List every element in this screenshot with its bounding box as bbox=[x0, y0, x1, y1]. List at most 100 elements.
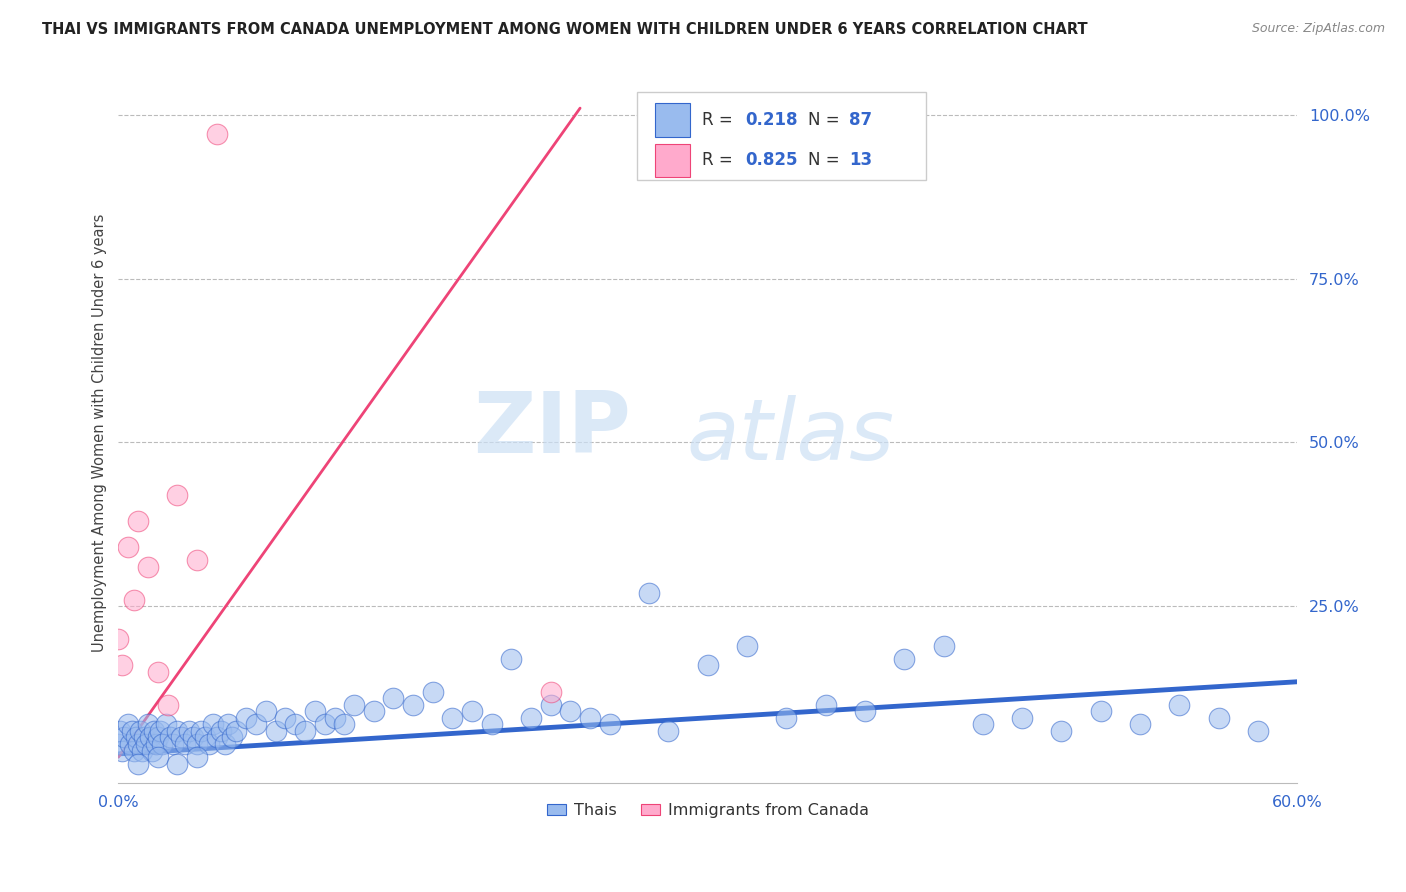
Point bbox=[735, 639, 758, 653]
Point bbox=[127, 756, 149, 771]
Text: 87: 87 bbox=[849, 112, 872, 129]
Point bbox=[125, 731, 148, 745]
Point bbox=[145, 737, 167, 751]
Point bbox=[146, 731, 169, 745]
Text: N =: N = bbox=[808, 112, 845, 129]
Point bbox=[932, 639, 955, 653]
Point bbox=[1208, 711, 1230, 725]
Point bbox=[853, 704, 876, 718]
Point bbox=[201, 717, 224, 731]
Point bbox=[111, 743, 134, 757]
Point bbox=[637, 586, 659, 600]
Point bbox=[120, 737, 142, 751]
Point bbox=[146, 750, 169, 764]
Point bbox=[254, 704, 277, 718]
Point bbox=[294, 723, 316, 738]
Point bbox=[162, 737, 184, 751]
Point bbox=[579, 711, 602, 725]
Point bbox=[481, 717, 503, 731]
Point bbox=[190, 723, 212, 738]
Point bbox=[333, 717, 356, 731]
Point bbox=[264, 723, 287, 738]
Point bbox=[166, 756, 188, 771]
Point bbox=[121, 723, 143, 738]
Text: atlas: atlas bbox=[686, 394, 894, 477]
Point bbox=[127, 737, 149, 751]
Point bbox=[135, 737, 157, 751]
Point bbox=[657, 723, 679, 738]
Point bbox=[363, 704, 385, 718]
Point bbox=[111, 658, 134, 673]
Point bbox=[225, 723, 247, 738]
Point bbox=[174, 737, 197, 751]
Point bbox=[179, 723, 201, 738]
Text: N =: N = bbox=[808, 152, 845, 169]
Point bbox=[893, 652, 915, 666]
Point bbox=[149, 723, 172, 738]
Point bbox=[107, 737, 129, 751]
Point bbox=[540, 698, 562, 712]
Point bbox=[696, 658, 718, 673]
Point bbox=[117, 717, 139, 731]
Point bbox=[221, 731, 243, 745]
Point bbox=[181, 731, 204, 745]
Point bbox=[170, 731, 193, 745]
Text: R =: R = bbox=[702, 112, 738, 129]
Point bbox=[284, 717, 307, 731]
Point bbox=[599, 717, 621, 731]
Point bbox=[1129, 717, 1152, 731]
Point bbox=[127, 514, 149, 528]
Point bbox=[132, 731, 155, 745]
Point bbox=[323, 711, 346, 725]
Point bbox=[441, 711, 464, 725]
Text: THAI VS IMMIGRANTS FROM CANADA UNEMPLOYMENT AMONG WOMEN WITH CHILDREN UNDER 6 YE: THAI VS IMMIGRANTS FROM CANADA UNEMPLOYM… bbox=[42, 22, 1088, 37]
Point bbox=[461, 704, 484, 718]
Point bbox=[235, 711, 257, 725]
Text: 0.218: 0.218 bbox=[745, 112, 799, 129]
Point bbox=[245, 717, 267, 731]
Text: Source: ZipAtlas.com: Source: ZipAtlas.com bbox=[1251, 22, 1385, 36]
Point bbox=[314, 717, 336, 731]
Legend: Thais, Immigrants from Canada: Thais, Immigrants from Canada bbox=[540, 797, 875, 824]
Point bbox=[142, 723, 165, 738]
Point bbox=[972, 717, 994, 731]
Point bbox=[540, 684, 562, 698]
Point bbox=[1090, 704, 1112, 718]
Point bbox=[274, 711, 297, 725]
Point bbox=[136, 560, 159, 574]
Point bbox=[194, 731, 217, 745]
Point bbox=[198, 737, 221, 751]
Point bbox=[129, 723, 152, 738]
Point bbox=[775, 711, 797, 725]
Point bbox=[402, 698, 425, 712]
Point bbox=[136, 717, 159, 731]
Point bbox=[166, 488, 188, 502]
Point bbox=[122, 592, 145, 607]
Point bbox=[156, 698, 179, 712]
Point bbox=[382, 691, 405, 706]
Point bbox=[501, 652, 523, 666]
Point bbox=[209, 723, 232, 738]
Point bbox=[146, 665, 169, 679]
Point bbox=[107, 632, 129, 647]
Point bbox=[117, 541, 139, 555]
Point bbox=[422, 684, 444, 698]
Point bbox=[1050, 723, 1073, 738]
Point bbox=[304, 704, 326, 718]
Text: 13: 13 bbox=[849, 152, 872, 169]
Point bbox=[186, 737, 208, 751]
Point bbox=[131, 743, 153, 757]
FancyBboxPatch shape bbox=[655, 103, 690, 137]
Point bbox=[814, 698, 837, 712]
Text: ZIP: ZIP bbox=[474, 388, 631, 471]
Point bbox=[122, 743, 145, 757]
Point bbox=[1168, 698, 1191, 712]
Point bbox=[112, 731, 135, 745]
FancyBboxPatch shape bbox=[655, 144, 690, 178]
Text: R =: R = bbox=[702, 152, 738, 169]
Point bbox=[166, 723, 188, 738]
Point bbox=[159, 731, 181, 745]
FancyBboxPatch shape bbox=[637, 93, 925, 180]
Point bbox=[560, 704, 582, 718]
Point bbox=[186, 553, 208, 567]
